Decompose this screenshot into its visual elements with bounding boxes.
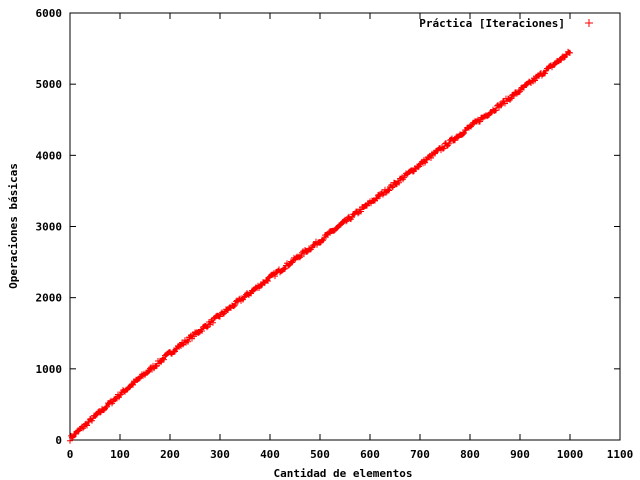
data-point <box>499 101 505 108</box>
data-point <box>374 195 380 202</box>
data-point <box>297 254 303 261</box>
data-point <box>261 280 267 287</box>
data-point <box>415 164 421 171</box>
data-point <box>477 118 483 125</box>
data-point <box>389 184 395 191</box>
data-point <box>146 367 152 374</box>
data-point <box>532 77 538 84</box>
x-tick-label: 1100 <box>607 448 634 461</box>
data-point <box>507 96 513 103</box>
legend: Práctica [Iteraciones] <box>419 17 593 30</box>
x-tick-label: 200 <box>160 448 180 461</box>
data-point <box>185 338 191 345</box>
data-point <box>428 154 434 161</box>
data-point <box>396 179 402 186</box>
legend-marker <box>585 19 593 27</box>
data-point <box>325 231 331 238</box>
data-point <box>492 107 498 114</box>
y-axis-label: Operaciones básicas <box>7 163 20 289</box>
data-point <box>221 310 227 317</box>
data-point <box>446 140 452 147</box>
data-point <box>89 417 95 424</box>
data-point <box>86 418 92 425</box>
data-point <box>69 434 75 441</box>
data-point <box>272 273 278 280</box>
data-point <box>452 137 458 144</box>
legend-label: Práctica [Iteraciones] <box>419 17 565 30</box>
data-point <box>358 208 364 215</box>
x-tick-label: 900 <box>510 448 530 461</box>
y-tick-label: 3000 <box>36 221 63 234</box>
data-point <box>349 214 355 221</box>
y-tick-label: 6000 <box>36 7 63 20</box>
data-point <box>286 262 292 269</box>
y-tick-label: 5000 <box>36 78 63 91</box>
data-point <box>204 324 210 331</box>
data-point <box>80 425 86 432</box>
data-point <box>517 88 523 95</box>
data-point <box>84 422 90 429</box>
data-point <box>248 290 254 297</box>
y-tick-label: 0 <box>55 434 62 447</box>
data-point <box>498 102 504 109</box>
data-point <box>567 49 573 56</box>
data-point <box>552 61 558 68</box>
data-point <box>542 70 548 77</box>
x-axis-label: Cantidad de elementos <box>273 467 412 480</box>
data-point <box>343 218 349 225</box>
data-point <box>217 313 223 320</box>
data-point <box>516 89 522 96</box>
y-axis-ticks: 0 1000 2000 3000 4000 5000 6000 <box>36 7 620 447</box>
data-point <box>386 187 392 194</box>
data-point <box>558 57 564 64</box>
y-tick-label: 4000 <box>36 149 63 162</box>
data-point <box>160 355 166 362</box>
data-point <box>265 278 271 285</box>
data-point <box>231 303 237 310</box>
x-tick-label: 500 <box>310 448 330 461</box>
data-points <box>67 48 573 444</box>
data-point <box>432 150 438 157</box>
x-tick-label: 0 <box>67 448 74 461</box>
data-point <box>321 235 327 242</box>
y-tick-label: 2000 <box>36 292 63 305</box>
data-point <box>440 145 446 152</box>
data-point <box>232 301 238 308</box>
x-tick-label: 400 <box>260 448 280 461</box>
x-tick-label: 300 <box>210 448 230 461</box>
data-point <box>70 434 76 441</box>
data-point <box>317 239 323 246</box>
data-point <box>422 159 428 166</box>
data-point <box>184 337 190 344</box>
data-point <box>460 131 466 138</box>
data-point <box>153 363 159 370</box>
data-point <box>320 237 326 244</box>
data-point <box>199 327 205 334</box>
x-tick-label: 1000 <box>557 448 584 461</box>
x-tick-label: 600 <box>360 448 380 461</box>
data-point <box>508 95 514 102</box>
x-tick-label: 800 <box>460 448 480 461</box>
data-point <box>191 333 197 340</box>
data-point <box>210 319 216 326</box>
x-tick-label: 100 <box>110 448 130 461</box>
y-tick-label: 1000 <box>36 363 63 376</box>
legend-plus-marker <box>585 19 593 27</box>
x-tick-label: 700 <box>410 448 430 461</box>
data-point <box>145 369 151 376</box>
data-point <box>461 130 467 137</box>
data-point <box>73 431 79 438</box>
data-point <box>282 265 288 272</box>
data-point <box>161 356 167 363</box>
data-point <box>410 168 416 175</box>
x-axis-ticks: 0 100 200 300 400 500 600 700 800 900 1000 1100 <box>67 13 634 461</box>
